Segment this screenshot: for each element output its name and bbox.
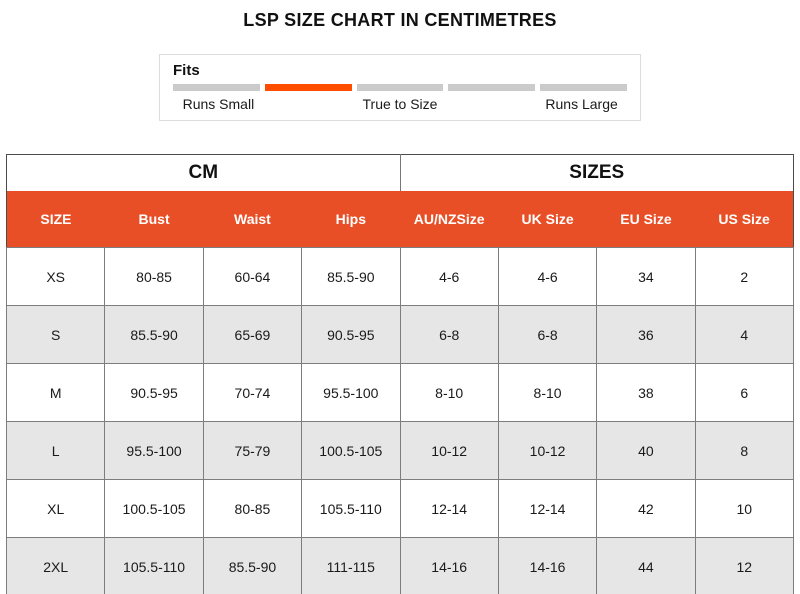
cell-uk: 4-6 — [497, 247, 598, 306]
fits-label: Fits — [173, 62, 200, 79]
cell-us: 2 — [694, 247, 795, 306]
cell-size: 2XL — [5, 537, 106, 594]
fit-segment — [356, 84, 444, 91]
cell-us: 8 — [694, 421, 795, 480]
col-header-uk-size: UK Size — [498, 190, 597, 248]
cell-uk: 8-10 — [497, 363, 598, 422]
cell-size: XS — [5, 247, 106, 306]
cell-eu: 42 — [596, 479, 696, 538]
fits-label-runs-large: Runs Large — [545, 96, 618, 112]
table-row-m: M 90.5-95 70-74 95.5-100 8-10 8-10 38 6 — [5, 363, 795, 422]
cell-waist: 75-79 — [202, 421, 303, 480]
cell-aunz: 14-16 — [399, 537, 499, 594]
cell-bust: 90.5-95 — [104, 363, 204, 422]
fit-segment — [264, 84, 352, 91]
column-header-row: SIZE Bust Waist Hips AU/NZSize UK Size E… — [6, 190, 794, 248]
cell-waist: 85.5-90 — [202, 537, 303, 594]
table-row-xl: XL 100.5-105 80-85 105.5-110 12-14 12-14… — [5, 479, 795, 538]
cell-eu: 40 — [596, 421, 696, 480]
col-header-bust: Bust — [104, 190, 204, 248]
cell-waist: 80-85 — [202, 479, 303, 538]
cell-aunz: 8-10 — [399, 363, 499, 422]
cell-aunz: 4-6 — [399, 247, 499, 306]
col-header-size: SIZE — [6, 190, 105, 248]
cell-hips: 85.5-90 — [301, 247, 401, 306]
cell-eu: 38 — [596, 363, 696, 422]
cell-size: S — [5, 305, 106, 364]
fits-label-true-to-size: True to Size — [362, 96, 438, 112]
group-header-sizes: SIZES — [399, 154, 794, 191]
cell-aunz: 10-12 — [399, 421, 499, 480]
cell-size: M — [5, 363, 106, 422]
cell-size: XL — [5, 479, 106, 538]
cell-size: L — [5, 421, 106, 480]
cell-uk: 12-14 — [497, 479, 598, 538]
cell-eu: 36 — [596, 305, 696, 364]
table-row-s: S 85.5-90 65-69 90.5-95 6-8 6-8 36 4 — [5, 305, 795, 364]
page-title: LSP SIZE CHART IN CENTIMETRES — [243, 10, 557, 30]
cell-us: 6 — [694, 363, 795, 422]
cell-hips: 95.5-100 — [301, 363, 401, 422]
col-header-aunz-size: AU/NZSize — [400, 190, 499, 248]
fits-label-runs-small: Runs Small — [182, 96, 255, 112]
group-header-cm: CM — [6, 154, 401, 191]
cell-hips: 111-115 — [301, 537, 401, 594]
col-header-waist: Waist — [203, 190, 302, 248]
fit-segment — [173, 84, 260, 91]
col-header-eu-size: EU Size — [596, 190, 696, 248]
cell-hips: 90.5-95 — [301, 305, 401, 364]
cell-bust: 105.5-110 — [104, 537, 204, 594]
cell-us: 10 — [694, 479, 795, 538]
cell-eu: 34 — [596, 247, 696, 306]
cell-uk: 14-16 — [497, 537, 598, 594]
cell-us: 4 — [694, 305, 795, 364]
fits-scale-bar — [173, 84, 627, 91]
cell-bust: 95.5-100 — [104, 421, 204, 480]
cell-waist: 70-74 — [202, 363, 303, 422]
cell-bust: 85.5-90 — [104, 305, 204, 364]
table-row-xs: XS 80-85 60-64 85.5-90 4-6 4-6 34 2 — [5, 247, 795, 306]
cell-us: 12 — [694, 537, 795, 594]
fit-segment — [540, 84, 627, 91]
group-header-row: CM SIZES — [6, 154, 794, 191]
fits-indicator: Fits Runs Small True to Size Runs Large — [159, 54, 641, 121]
cell-aunz: 6-8 — [399, 305, 499, 364]
cell-bust: 100.5-105 — [104, 479, 204, 538]
cell-bust: 80-85 — [104, 247, 204, 306]
cell-waist: 60-64 — [202, 247, 303, 306]
cell-hips: 100.5-105 — [301, 421, 401, 480]
cell-aunz: 12-14 — [399, 479, 499, 538]
cell-uk: 10-12 — [497, 421, 598, 480]
cell-uk: 6-8 — [497, 305, 598, 364]
fit-segment — [448, 84, 536, 91]
cell-waist: 65-69 — [202, 305, 303, 364]
table-row-l: L 95.5-100 75-79 100.5-105 10-12 10-12 4… — [5, 421, 795, 480]
cell-eu: 44 — [596, 537, 696, 594]
fits-scale-labels: Runs Small True to Size Runs Large — [173, 96, 627, 112]
cell-hips: 105.5-110 — [301, 479, 401, 538]
col-header-hips: Hips — [301, 190, 400, 248]
size-chart-table: CM SIZES SIZE Bust Waist Hips AU/NZSize … — [5, 154, 795, 594]
col-header-us-size: US Size — [695, 190, 794, 248]
table-row-2xl: 2XL 105.5-110 85.5-90 111-115 14-16 14-1… — [5, 537, 795, 594]
